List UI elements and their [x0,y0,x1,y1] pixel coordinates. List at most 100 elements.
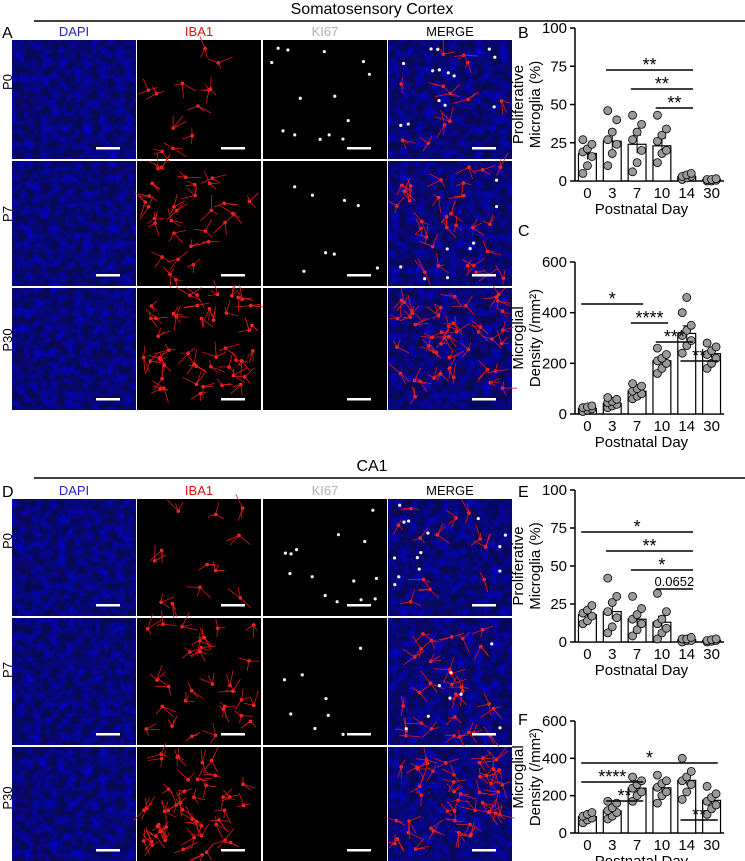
y-tick-label: 400 [542,305,567,322]
data-point [632,127,642,137]
micrograph-tile [137,279,266,410]
significance-label: 0.0652 [654,574,694,589]
channel-label-ki67-ca1: KI67 [312,483,339,498]
data-point [587,139,597,149]
y-tick-label: 200 [542,788,567,805]
x-tick-label: 0 [583,418,591,435]
data-point [662,623,671,633]
data-point [677,308,687,318]
x-tick-label: 30 [703,837,720,854]
channel-label-merge: MERGE [426,24,474,39]
micrograph-tile [12,288,136,410]
data-point [607,598,617,607]
x-tick-label: 3 [608,837,616,854]
scale-bar [96,274,120,277]
age-label-p7-ca1: P7 [0,662,15,678]
y-tick-label: 25 [550,135,567,152]
data-point [702,781,712,791]
data-point [603,106,613,116]
data-point [653,343,662,353]
age-label-p30: P30 [0,328,15,351]
y-axis-label: Microglial [510,745,527,808]
data-point [607,622,617,632]
y-axis-label: Density (/mm²) [527,289,544,387]
age-label-p7: P7 [0,206,15,222]
data-point [686,767,696,776]
significance-label: ** [692,346,706,366]
data-point [612,115,622,125]
age-label-p0-ca1: P0 [0,533,15,549]
scale-bar [472,398,496,401]
data-point [662,787,671,797]
data-point [711,800,721,810]
scale-bar [221,733,245,736]
micrograph-tile [386,746,515,861]
y-tick-label: 100 [542,20,567,37]
scale-bar [221,604,245,607]
data-point [632,158,642,168]
data-point [662,776,671,786]
x-tick-label: 10 [654,185,671,202]
y-axis-label: Proliferative [510,65,527,144]
data-point [637,787,646,797]
data-point [686,320,696,330]
panel-letter: E [518,484,529,501]
scale-bar [472,274,496,277]
scale-bar [347,604,371,607]
micrograph-tile [388,284,517,410]
data-point [686,336,696,345]
y-axis-label: Microglia (%) [527,61,544,149]
x-tick-label: 0 [583,837,591,854]
panel-letter: C [518,223,530,240]
data-point [682,293,692,302]
scale-bar [347,849,371,852]
significance-label: ** [618,786,632,806]
micrograph-tile [12,618,136,745]
channel-label-ki67: KI67 [312,24,339,39]
x-tick-label: 14 [678,646,695,663]
y-tick-label: 200 [542,355,567,372]
significance-label: * [658,555,665,575]
data-point [653,136,662,146]
micrograph-tile [263,40,387,159]
scale-bar [472,849,496,852]
x-tick-label: 30 [703,646,720,663]
channel-label-merge-ca1: MERGE [426,483,474,498]
scale-bar [96,733,120,736]
y-tick-label: 600 [542,713,567,730]
data-point [637,604,646,613]
scale-bar [96,849,120,852]
data-point [587,808,597,817]
channel-label-iba1-ca1: IBA1 [185,483,213,498]
channel-label-iba1: IBA1 [185,24,213,39]
data-point [628,135,637,145]
x-tick-label: 0 [583,185,591,202]
data-point [603,573,613,583]
data-point [587,401,597,411]
data-point [607,127,617,137]
data-point [628,379,637,389]
data-point [603,628,613,638]
data-point [587,611,597,621]
significance-label: **** [598,767,626,787]
data-point [653,158,662,168]
x-axis-label: Postnatal Day [595,662,689,679]
x-tick-label: 7 [633,185,641,202]
data-point [637,145,646,155]
y-tick-label: 0 [559,173,567,190]
panel-letter: F [518,712,528,729]
scale-bar [221,849,245,852]
significance-label: * [634,517,641,537]
data-point [637,619,646,629]
panel-letter-a: A [2,25,13,42]
y-tick-label: 0 [559,634,567,651]
data-point [628,631,637,641]
significance-label: ** [692,805,706,825]
data-point [653,634,662,644]
scale-bar [347,274,371,277]
y-tick-label: 50 [550,558,567,575]
scale-bar [347,733,371,736]
x-tick-label: 30 [703,418,720,435]
